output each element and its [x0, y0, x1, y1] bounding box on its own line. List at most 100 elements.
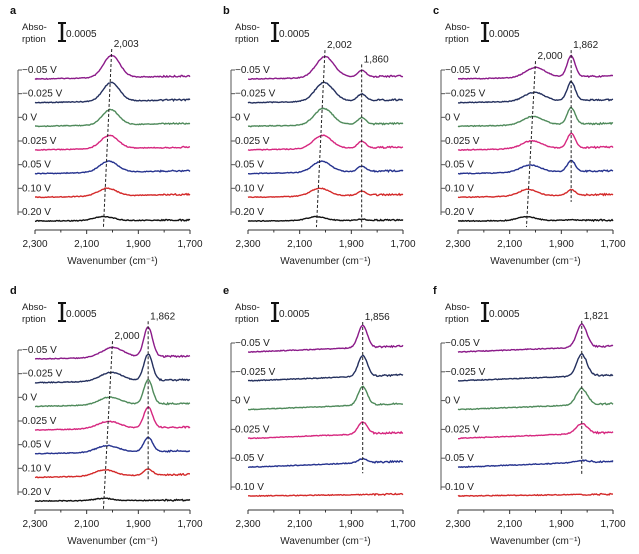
potential-label: −0.05 V: [445, 338, 480, 349]
peak-annotation: 1,862: [150, 311, 175, 322]
x-tick-label: 2,300: [22, 239, 47, 250]
scale-bar-label: Abso-: [22, 22, 47, 33]
scale-bar-label: Abso-: [445, 22, 470, 33]
potential-label: 0.05 V: [445, 160, 474, 171]
potential-label: 0.10 V: [445, 183, 474, 194]
x-tick-label: 1,900: [126, 519, 151, 530]
scale-bar-value: 0.0005: [66, 309, 97, 320]
scale-bar: Abso-rption 0.0005: [445, 302, 520, 325]
spectrum-trace: [457, 188, 614, 199]
potential-label: 0.10 V: [235, 482, 264, 493]
potential-label: −0.05 V: [445, 65, 480, 76]
potential-label: 0 V: [235, 396, 250, 407]
peak-annotation: 2,002: [327, 40, 352, 51]
scale-bar-value: 0.0005: [489, 309, 520, 320]
spectrum-trace: [457, 322, 614, 353]
x-tick-label: 1,700: [390, 519, 415, 530]
spectrum-trace: [35, 108, 191, 128]
spectrum-trace: [248, 492, 404, 498]
spectrum-trace: [34, 468, 190, 479]
spectrum-trace: [457, 352, 614, 382]
x-tick-label: 1,700: [177, 239, 202, 250]
spectrum-trace: [457, 159, 614, 175]
spectrum-trace: [34, 215, 191, 223]
spectrum-trace: [457, 80, 614, 104]
spectrum-trace: [34, 406, 191, 432]
potential-label: 0.05 V: [445, 453, 474, 464]
potential-label: 0.10 V: [22, 463, 51, 474]
spectrum-trace: [34, 54, 191, 81]
panel-label: e: [223, 285, 229, 297]
potential-label: 0.10 V: [22, 183, 51, 194]
x-tick-label: 1,900: [339, 519, 364, 530]
spectrum-trace: [34, 497, 191, 503]
scale-bar-label: Abso-: [235, 302, 260, 313]
x-tick-label: 1,700: [600, 519, 625, 530]
panel-a: a Abso-rption 0.0005 −0.05 V −0.025 V 0 V 0.02…: [10, 5, 203, 267]
spectrum-trace: [457, 459, 614, 469]
potential-label: −0.05 V: [235, 65, 270, 76]
potential-label: −0.025 V: [235, 89, 276, 100]
spectrum-trace: [248, 324, 404, 354]
spectrum-trace: [34, 353, 191, 384]
spectrum-trace: [247, 134, 404, 152]
x-axis-label: Wavenumber (cm⁻¹): [67, 256, 157, 267]
x-tick-label: 2,300: [22, 519, 47, 530]
potential-label: 0.20 V: [235, 207, 264, 218]
peak-annotation: 1,862: [573, 40, 598, 51]
potential-label: 0.025 V: [22, 136, 57, 147]
scale-bar-label: rption: [445, 34, 469, 45]
spectrum-trace: [34, 81, 191, 104]
potential-label: −0.025 V: [22, 369, 63, 380]
scale-bar-value: 0.0005: [279, 309, 310, 320]
panel-label: a: [10, 5, 17, 17]
potential-label: 0 V: [22, 112, 37, 123]
peak-annotation: 2,000: [115, 331, 140, 342]
panel-label: c: [433, 5, 439, 17]
panel-c: c Abso-rption 0.0005 −0.05 V −0.025 V 0 V 0.02…: [433, 5, 626, 267]
peak-guide-line: [525, 61, 536, 228]
potential-label: 0 V: [235, 112, 250, 123]
potential-label: 0 V: [445, 396, 460, 407]
scale-bar-value: 0.0005: [279, 29, 310, 40]
potential-label: 0.025 V: [235, 136, 270, 147]
potential-label: −0.025 V: [445, 367, 486, 378]
peak-annotation: 1,856: [365, 312, 390, 323]
x-tick-label: 2,100: [74, 519, 99, 530]
spectrum-trace: [247, 107, 404, 128]
x-tick-label: 2,100: [287, 519, 312, 530]
peak-annotation: 1,821: [584, 311, 609, 322]
spectrum-trace: [247, 187, 404, 199]
scale-bar: Abso-rption 0.0005: [22, 302, 97, 325]
peak-guide-line: [102, 341, 113, 509]
spectrum-trace: [34, 160, 191, 175]
potential-label: 0 V: [22, 392, 37, 403]
potential-label: 0.025 V: [445, 424, 480, 435]
x-tick-label: 1,900: [339, 239, 364, 250]
x-axis-label: Wavenumber (cm⁻¹): [67, 536, 157, 547]
potential-label: −0.025 V: [22, 89, 63, 100]
scale-bar-value: 0.0005: [489, 29, 520, 40]
peak-annotation: 2,003: [114, 39, 139, 50]
scale-bar-label: rption: [22, 34, 46, 45]
x-tick-label: 2,300: [235, 519, 260, 530]
peak-annotation: 2,000: [538, 51, 563, 62]
potential-label: 0.10 V: [235, 183, 264, 194]
x-tick-label: 1,900: [126, 239, 151, 250]
spectrum-trace: [247, 215, 404, 223]
spectrum-trace: [458, 423, 614, 440]
potential-label: −0.025 V: [235, 367, 276, 378]
potential-label: 0.20 V: [22, 487, 51, 498]
spectrum-trace: [247, 421, 404, 440]
x-tick-label: 2,100: [287, 239, 312, 250]
potential-label: 0.20 V: [445, 207, 474, 218]
x-tick-label: 1,700: [390, 239, 415, 250]
spectrum-trace: [457, 132, 614, 152]
spectrum-trace: [247, 457, 404, 468]
scale-bar: Abso-rption 0.0005: [235, 302, 310, 325]
spectrum-trace: [457, 387, 614, 411]
spectrum-trace: [34, 436, 191, 455]
potential-label: 0.025 V: [235, 424, 270, 435]
x-axis-label: Wavenumber (cm⁻¹): [280, 256, 370, 267]
